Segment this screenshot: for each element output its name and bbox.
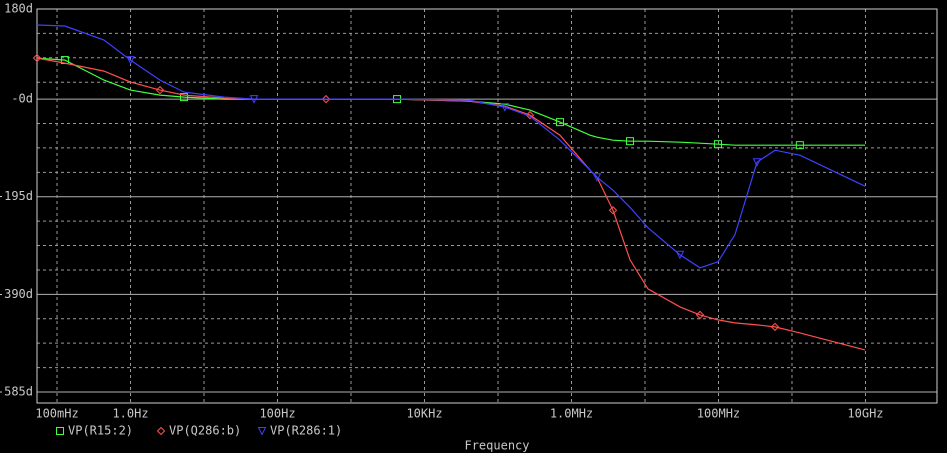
x-tick-label: 1.0Hz xyxy=(112,407,148,421)
data-point xyxy=(752,158,762,167)
y-tick-label: -0d xyxy=(11,92,33,106)
data-point xyxy=(675,250,685,260)
plot-frame xyxy=(36,8,938,404)
data-point xyxy=(321,94,331,104)
data-point xyxy=(770,322,780,332)
data-point xyxy=(795,141,804,150)
x-tick-label: 10GHz xyxy=(847,407,883,421)
data-point xyxy=(592,173,602,182)
x-tick-label: 100Hz xyxy=(259,407,295,421)
legend-marker xyxy=(156,426,166,436)
data-point xyxy=(608,206,618,215)
x-axis-label: Frequency xyxy=(464,439,529,453)
data-point xyxy=(525,110,535,120)
y-tick-label: 180d xyxy=(4,2,33,16)
series-line xyxy=(36,57,866,351)
data-point xyxy=(180,93,189,102)
series-line xyxy=(36,24,866,269)
x-tick-label: 1.0MHz xyxy=(550,407,593,421)
y-tick-label: -195d xyxy=(0,189,33,203)
legend-label: VP(R15:2) xyxy=(68,424,133,438)
y-tick-label: -585d xyxy=(0,384,33,398)
data-point xyxy=(713,140,722,149)
x-tick-label: 10KHz xyxy=(406,407,442,421)
legend-label: VP(Q286:b) xyxy=(169,424,241,438)
data-point xyxy=(155,85,165,95)
legend-marker xyxy=(257,427,267,436)
data-point xyxy=(500,103,510,112)
data-point xyxy=(126,56,135,65)
y-tick-label: -390d xyxy=(0,287,33,301)
data-point xyxy=(32,53,42,63)
legend-marker xyxy=(56,427,64,435)
data-point xyxy=(695,310,705,320)
series-line xyxy=(36,57,865,146)
x-tick-label: 100mHz xyxy=(35,407,78,421)
data-point xyxy=(556,118,565,127)
legend-label: VP(R286:1) xyxy=(270,424,342,438)
data-point xyxy=(249,95,259,104)
data-point xyxy=(625,137,634,146)
x-tick-label: 100MHz xyxy=(697,407,740,421)
